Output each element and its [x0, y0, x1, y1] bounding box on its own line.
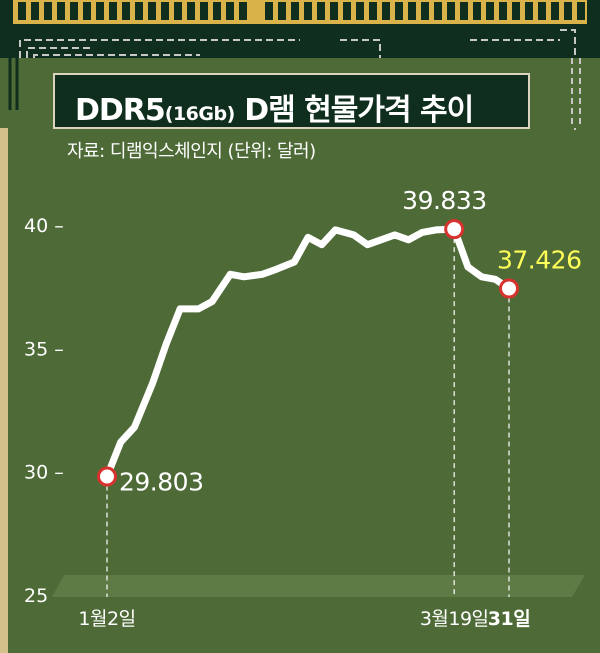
title-main: DDR5	[75, 93, 166, 128]
y-tick-label: 40 –	[24, 215, 64, 237]
connector-pin	[486, 2, 494, 20]
x-axis: 1월2일 3월19일 31일	[78, 608, 530, 630]
connector-pin	[317, 2, 325, 20]
connector-pin	[330, 2, 338, 20]
connector-pin	[564, 2, 572, 20]
data-label: 37.426	[497, 245, 581, 274]
connector-pin	[57, 2, 65, 20]
y-tick-label: 35 –	[24, 338, 64, 360]
connector-pin	[304, 2, 312, 20]
connector-pin	[512, 2, 520, 20]
guide-lines	[106, 229, 510, 597]
connector-pin	[70, 2, 78, 20]
data-label: 29.803	[119, 468, 203, 497]
connector-pin	[343, 2, 351, 20]
connector-pins	[18, 2, 585, 20]
y-axis: 25 30 – 35 – 40 –	[24, 215, 64, 607]
connector-pin	[83, 2, 91, 20]
x-tick-label: 3월19일	[420, 608, 489, 630]
data-point-marker	[97, 466, 117, 487]
connector-pin	[473, 2, 481, 20]
connector-pin	[122, 2, 130, 20]
connector-pin	[44, 2, 52, 20]
y-tick-label: 25	[24, 585, 48, 607]
value-markers	[97, 219, 519, 487]
title-spec: (16Gb)	[164, 103, 236, 125]
connector-pin	[525, 2, 533, 20]
connector-pin	[161, 2, 169, 20]
connector-pin	[551, 2, 559, 20]
connector-pin	[31, 2, 39, 20]
series-line	[103, 225, 513, 480]
x-tick-label: 31일	[488, 608, 530, 630]
left-axis-bar	[0, 128, 8, 653]
connector-pin	[356, 2, 364, 20]
connector-pin	[538, 2, 546, 20]
connector-pin	[96, 2, 104, 20]
connector-pin	[135, 2, 143, 20]
connector-pin	[447, 2, 455, 20]
connector-pin	[460, 2, 468, 20]
connector-pin	[265, 2, 273, 20]
y-tick-label: 30 –	[24, 462, 64, 484]
price-series	[103, 225, 513, 480]
title-box: DDR5(16Gb) D램 현물가격 추이	[53, 73, 530, 129]
connector-pin	[369, 2, 377, 20]
data-point-marker	[444, 219, 465, 240]
connector-pin	[187, 2, 195, 20]
data-label: 39.833	[402, 186, 486, 215]
connector-pin	[291, 2, 299, 20]
connector-pin	[434, 2, 442, 20]
value-labels: 29.803 39.833 37.426	[119, 186, 582, 497]
connector-pin	[200, 2, 208, 20]
circuit-decoration	[0, 0, 600, 130]
connector-pin	[278, 2, 286, 20]
connector-pin	[577, 2, 585, 20]
connector-pin	[408, 2, 416, 20]
connector-pin	[226, 2, 234, 20]
connector-pin	[499, 2, 507, 20]
connector-pin	[395, 2, 403, 20]
data-point-marker	[499, 278, 519, 299]
connector-pin	[174, 2, 182, 20]
chart-title: DDR5(16Gb) D램 현물가격 추이	[75, 85, 474, 129]
connector-pin	[382, 2, 390, 20]
connector-pin	[148, 2, 156, 20]
source-note: 자료: 디램익스체인지 (단위: 달러)	[67, 141, 316, 162]
connector-pin	[239, 2, 247, 20]
chart-floor	[52, 575, 585, 597]
title-rest: D램 현물가격 추이	[244, 93, 474, 128]
connector-pin	[18, 2, 26, 20]
connector-pin	[213, 2, 221, 20]
connector-pin	[421, 2, 429, 20]
x-tick-label: 1월2일	[78, 608, 135, 630]
connector-pin	[109, 2, 117, 20]
